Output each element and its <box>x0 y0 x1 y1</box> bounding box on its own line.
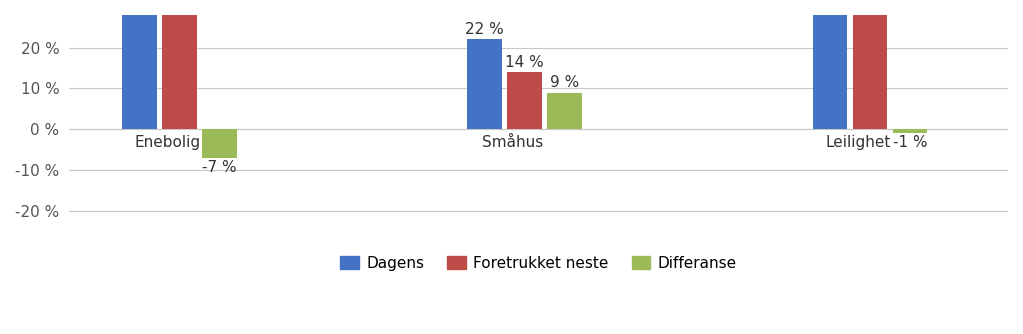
Text: 9 %: 9 % <box>550 75 579 91</box>
Bar <box>468 39 502 129</box>
Bar <box>163 0 196 129</box>
Text: Enebolig: Enebolig <box>134 135 201 150</box>
Text: -7 %: -7 % <box>203 160 236 175</box>
Bar <box>547 93 582 129</box>
Text: 14 %: 14 % <box>505 55 544 70</box>
Bar <box>122 0 157 129</box>
Bar <box>203 129 236 158</box>
Bar <box>893 129 927 133</box>
Text: -1 %: -1 % <box>893 135 927 150</box>
Bar <box>852 0 887 129</box>
Bar <box>812 0 847 129</box>
Text: Leilighet: Leilighet <box>826 135 891 150</box>
Legend: Dagens, Foretrukket neste, Differanse: Dagens, Foretrukket neste, Differanse <box>335 249 743 277</box>
Text: Småhus: Småhus <box>482 135 543 150</box>
Bar <box>507 72 542 129</box>
Text: 22 %: 22 % <box>465 22 504 37</box>
